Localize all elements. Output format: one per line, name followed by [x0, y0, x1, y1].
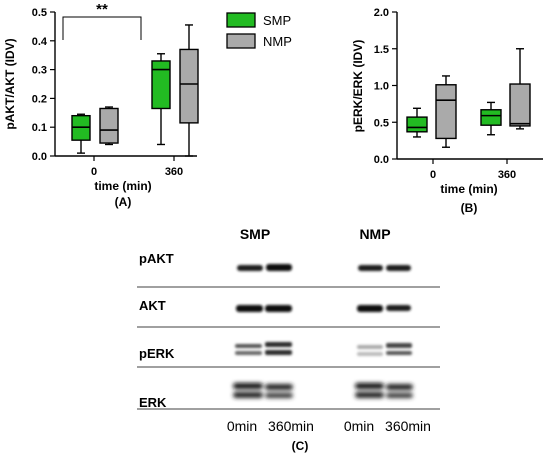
y-tick-label-b: 0.0: [374, 154, 389, 166]
blot-band: [265, 305, 292, 312]
x-axis-b: 0 360: [430, 159, 516, 181]
blot-lane-label: 0min: [344, 418, 374, 434]
box-smp-360: [151, 53, 171, 146]
box-body: [509, 83, 531, 127]
legend-swatch-nmp: [226, 33, 256, 49]
y-tick-label-a: 0.0: [32, 151, 47, 163]
blot-band: [386, 305, 411, 311]
box-body: [435, 84, 457, 140]
x-axis-label-b: time (min): [440, 182, 497, 196]
blot-band: [265, 393, 293, 398]
blot-band: [265, 342, 292, 347]
blot-band: [357, 352, 383, 356]
blot-lane-label: 0min: [227, 418, 257, 434]
blot-band: [386, 343, 412, 348]
y-tick-label-a: 0.5: [32, 7, 47, 19]
blot-band: [265, 350, 292, 355]
blot-band: [237, 265, 263, 271]
blot-band: [235, 351, 262, 355]
blot-band: [236, 305, 263, 312]
blot-row-label: ERK: [139, 395, 167, 410]
box-smp-0: [406, 107, 428, 138]
legend-label-nmp: NMP: [263, 34, 292, 49]
y-tick-label-a: 0.2: [32, 93, 47, 105]
panel-label-a: (A): [115, 195, 132, 209]
y-axis-label-b: pERK/ERK (IDV): [351, 40, 365, 133]
blot-lane-label: 360min: [268, 418, 314, 434]
legend-label-smp: SMP: [263, 13, 291, 28]
blot-band: [233, 392, 263, 398]
x-tick-label-a: 360: [165, 166, 183, 178]
box-body: [179, 48, 199, 124]
y-axis-a: 0.0 0.1 0.2 0.3 0.4 0.5: [32, 7, 55, 163]
blot-group-smp: SMP: [240, 226, 270, 242]
blot-band: [386, 265, 411, 271]
box-smp-360: [480, 101, 502, 136]
y-tick-label-b: 1.0: [374, 81, 389, 93]
blot-row-label: AKT: [139, 298, 166, 313]
blot-band: [355, 383, 384, 389]
blot-band: [386, 384, 413, 390]
y-tick-label-a: 0.3: [32, 65, 47, 77]
legend-swatch-smp: [226, 12, 256, 28]
blot-band: [358, 265, 383, 271]
blot-band: [233, 383, 263, 389]
box-nmp-360: [179, 24, 199, 157]
blot-band: [265, 384, 293, 390]
blot-group-nmp: NMP: [359, 226, 390, 242]
blot-band: [357, 305, 383, 312]
y-axis-label-a: pAKT/AKT (IDV): [3, 38, 17, 129]
blot-band: [386, 393, 413, 398]
box-body: [406, 116, 428, 133]
y-tick-label-b: 0.5: [374, 117, 389, 129]
box-body: [151, 60, 171, 110]
box-nmp-0: [99, 106, 119, 146]
chart-b: 0.0 0.5 1.0 1.5 2.0 0 360 pERK/ERK (IDV) time…: [351, 7, 543, 215]
blot-band: [235, 344, 262, 348]
boxes-b: [406, 48, 531, 148]
panel-label-b: (B): [461, 201, 478, 215]
box-nmp-0: [435, 75, 457, 148]
blot-band: [355, 392, 384, 398]
western-blot: SMP NMP pAKT AKT pERK ERK: [137, 226, 440, 453]
x-tick-label-a: 0: [91, 166, 97, 178]
x-tick-label-b: 0: [430, 169, 436, 181]
x-tick-label-b: 360: [498, 169, 516, 181]
box-body: [480, 109, 502, 126]
boxes-a: [71, 24, 199, 157]
significance-label: **: [96, 1, 108, 18]
box-nmp-360: [509, 48, 531, 130]
box-smp-0: [71, 113, 91, 154]
panel-label-c: (C): [292, 439, 309, 453]
blot-row-label: pERK: [139, 346, 175, 361]
x-axis-label-a: time (min): [94, 179, 151, 193]
blot-band: [266, 264, 292, 271]
y-tick-label-b: 2.0: [374, 7, 389, 19]
blot-band: [386, 351, 412, 355]
x-axis-a: 0 360: [91, 156, 183, 178]
significance-bracket: [62, 16, 142, 40]
box-body: [99, 107, 119, 144]
chart-a: 0.0 0.1 0.2 0.3 0.4 0.5 0 360 ** pAKT/AKT (IDV…: [3, 1, 199, 209]
blot-lane-label: 360min: [385, 418, 431, 434]
blot-row-label: pAKT: [139, 251, 174, 266]
y-axis-b: 0.0 0.5 1.0 1.5 2.0: [374, 7, 397, 166]
blot-band: [357, 345, 383, 349]
y-tick-label-a: 0.1: [32, 122, 47, 134]
legend: SMP NMP: [226, 12, 292, 49]
y-tick-label-b: 1.5: [374, 44, 389, 56]
y-tick-label-a: 0.4: [32, 36, 48, 48]
